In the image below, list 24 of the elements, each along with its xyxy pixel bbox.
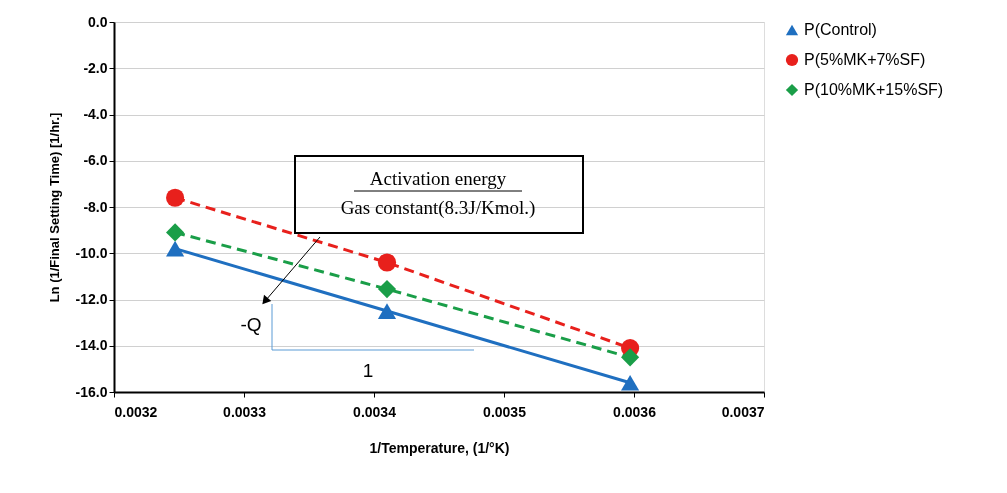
x-tick-label: 0.0034 [353, 403, 397, 420]
annotation: -Q [240, 314, 262, 335]
x-tick-label: 0.0035 [483, 403, 527, 420]
x-tick-label: 0.0036 [613, 403, 657, 420]
y-tick-label: -8.0 [83, 198, 108, 215]
annotation: 1 [362, 360, 374, 381]
y-tick-label: 0.0 [88, 13, 108, 30]
legend-label: P(Control) [804, 21, 877, 38]
legend-label: P(10%MK+15%SF) [804, 81, 944, 98]
x-tick-label: 0.0037 [721, 403, 765, 420]
legend-label: P(5%MK+7%SF) [804, 51, 926, 68]
y-axis-title: Ln (1/Final Setting Time) [1/hr.] [46, 112, 62, 303]
y-tick-label: -12.0 [75, 291, 108, 307]
annotation: Activation energy [369, 168, 507, 189]
y-tick-label: -4.0 [83, 106, 108, 122]
y-tick-label: -2.0 [83, 59, 108, 76]
y-tick-label: -16.0 [75, 383, 108, 400]
x-tick-label: 0.0033 [223, 403, 267, 420]
y-tick-label: -6.0 [83, 152, 108, 169]
x-axis-title: 1/Temperature, (1/°K) [369, 439, 510, 456]
y-tick-label: -14.0 [75, 337, 108, 354]
y-tick-label: -10.0 [75, 244, 108, 261]
x-tick-label: 0.0032 [114, 403, 158, 420]
annotation: Gas constant(8.3J/Kmol.) [340, 197, 536, 219]
